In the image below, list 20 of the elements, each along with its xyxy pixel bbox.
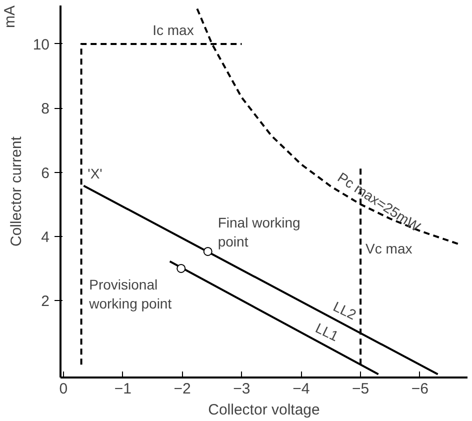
annotation: Final working point: [218, 214, 300, 250]
x-axis-title: Collector voltage: [208, 402, 320, 418]
y-axis-title: Collector current: [8, 136, 25, 247]
annotation: Ic max: [152, 22, 194, 38]
x-tick-label: −4: [292, 380, 310, 398]
x-tick-label: −6: [411, 380, 429, 398]
x-tick-label: 0: [59, 380, 68, 398]
x-tick-label: −1: [114, 380, 132, 398]
x-tick-label: −2: [174, 380, 191, 398]
text: mA: [2, 6, 18, 28]
annotation: Vc max: [366, 240, 412, 256]
x-tick-label: −3: [233, 380, 250, 398]
y-tick-label: 6: [41, 164, 50, 182]
annotation: 'X': [88, 166, 102, 182]
y-tick-label: 4: [41, 228, 50, 246]
y-tick-label: 2: [41, 293, 50, 310]
annotation: Provisional working point: [88, 276, 172, 312]
y-tick-label: 8: [41, 100, 50, 118]
x-tick-label: −5: [352, 380, 370, 398]
y-tick-label: 10: [32, 36, 50, 54]
